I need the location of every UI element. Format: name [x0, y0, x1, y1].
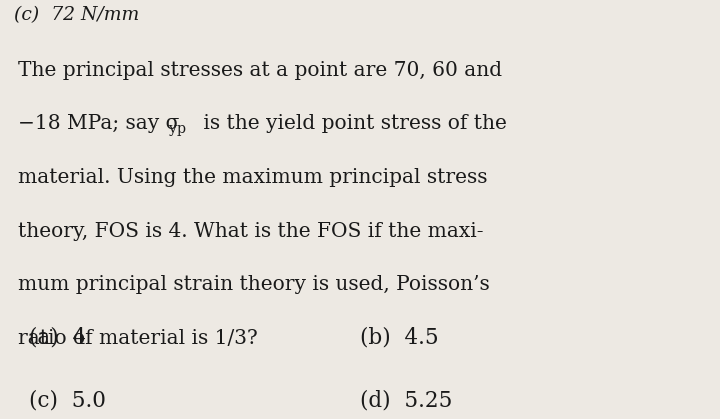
Text: (a)  4: (a) 4 [29, 327, 86, 349]
Text: theory, FOS is 4. What is the FOS if the maxi-: theory, FOS is 4. What is the FOS if the… [18, 222, 484, 241]
Text: The principal stresses at a point are 70, 60 and: The principal stresses at a point are 70… [18, 61, 502, 80]
Text: (d)  5.25: (d) 5.25 [360, 390, 452, 412]
Text: ratio of material is 1/3?: ratio of material is 1/3? [18, 329, 258, 348]
Text: (c)  72 N/mm: (c) 72 N/mm [14, 6, 140, 24]
Text: material. Using the maximum principal stress: material. Using the maximum principal st… [18, 168, 487, 187]
Text: (c)  5.0: (c) 5.0 [29, 390, 106, 412]
Text: (b)  4.5: (b) 4.5 [360, 327, 438, 349]
Text: is the yield point stress of the: is the yield point stress of the [197, 114, 506, 133]
Text: yp: yp [169, 122, 186, 136]
Text: mum principal strain theory is used, Poisson’s: mum principal strain theory is used, Poi… [18, 275, 490, 294]
Text: −18 MPa; say σ: −18 MPa; say σ [18, 114, 179, 133]
